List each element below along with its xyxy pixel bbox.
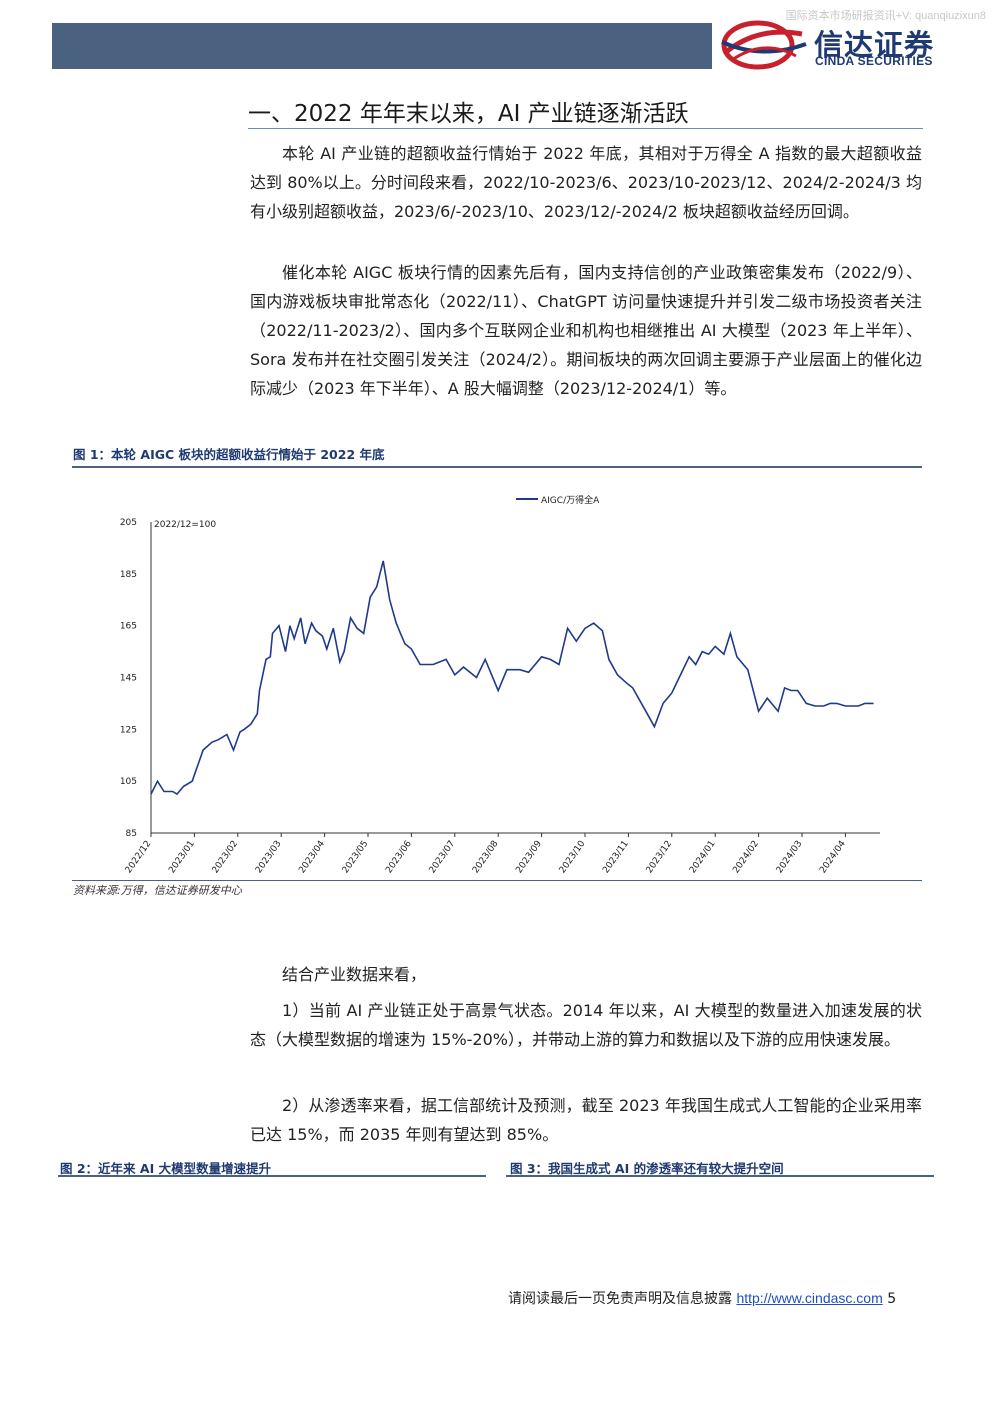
figure1-top-rule [72, 466, 922, 468]
x-tick-label: 2024/04 [818, 839, 848, 876]
logo-name-cn: 信达证券 [814, 28, 935, 62]
paragraph-3: 结合产业数据来看， [282, 965, 427, 984]
footer-disclaimer: 请阅读最后一页免责声明及信息披露 [508, 1291, 732, 1307]
page-number: 5 [887, 1291, 897, 1307]
y-tick-label: 185 [120, 570, 137, 580]
y-tick-label: 105 [120, 777, 137, 787]
y-tick-label: 205 [120, 518, 137, 528]
cinda-logo: 信达证券 CINDA SECURITIES [718, 20, 963, 70]
y-tick-label: 125 [120, 725, 137, 735]
paragraph-5: 2）从渗透率来看，据工信部统计及预测，截至 2023 年我国生成式人工智能的企业… [250, 1096, 922, 1144]
figure1-bottom-rule [72, 880, 922, 881]
x-tick-label: 2024/03 [775, 839, 805, 875]
x-tick-label: 2023/12 [645, 839, 675, 875]
watermark-text: 国际资本市场研报资讯+V: quanqiuzixun8 [785, 10, 986, 22]
x-tick-label: 2023/05 [341, 839, 371, 875]
x-tick-label: 2023/04 [297, 839, 327, 876]
x-tick-label: 2022/12 [124, 839, 154, 875]
x-tick-label: 2024/01 [688, 839, 718, 875]
series-line-aigc [150, 560, 874, 796]
x-tick-label: 2023/09 [514, 839, 544, 876]
cinda-logo-icon [721, 20, 807, 70]
legend-label: AIGC/万得全A [541, 494, 600, 506]
x-tick-label: 2023/07 [428, 839, 458, 875]
y-tick-labels: 205 185 165 145 125 105 85 [120, 518, 137, 839]
x-tick-label: 2023/10 [558, 839, 588, 876]
header-band [52, 23, 712, 69]
paragraph-4: 1）当前 AI 产业链正处于高景气状态。2014 年以来，AI 大模型的数量进入… [250, 1001, 922, 1049]
figure3-rule [506, 1175, 934, 1177]
figure1-source: 资料来源:万得，信达证券研发中心 [73, 884, 242, 897]
x-tick-labels: 2022/12 2023/01 2023/02 2023/03 2023/04 2023/… [124, 833, 848, 875]
legend: AIGC/万得全A [516, 494, 600, 506]
x-tick-label: 2023/08 [471, 839, 501, 876]
logo-name-en: CINDA SECURITIES [815, 54, 933, 68]
y-tick-label: 145 [120, 674, 137, 684]
section-title: 一、2022 年年末以来，AI 产业链逐渐活跃 [248, 101, 689, 127]
x-tick-label: 2023/06 [384, 839, 414, 876]
figure2-title: 图 2：近年来 AI 大模型数量增速提升 [60, 1161, 272, 1176]
x-tick-label: 2023/11 [601, 839, 631, 875]
footer-link[interactable]: http://www.cindasc.com [736, 1290, 883, 1306]
excess-return-chart: AIGC/万得全A 2022/12=100 205 185 165 145 125 105… [120, 494, 880, 875]
x-tick-label: 2023/03 [254, 839, 284, 875]
y-tick-label: 165 [120, 622, 137, 632]
section-divider [248, 128, 923, 129]
footer: 请阅读最后一页免责声明及信息披露 http://www.cindasc.com … [508, 1288, 896, 1308]
figure3-title: 图 3：我国生成式 AI 的渗透率还有较大提升空间 [510, 1161, 784, 1176]
x-tick-label: 2023/01 [167, 839, 197, 875]
figure1-title: 图 1：本轮 AIGC 板块的超额收益行情始于 2022 年底 [73, 447, 385, 462]
x-tick-label: 2024/02 [731, 839, 761, 875]
figure2-rule [58, 1175, 486, 1177]
paragraph-1: 本轮 AI 产业链的超额收益行情始于 2022 年底，其相对于万得全 A 指数的… [250, 144, 922, 221]
paragraph-2: 催化本轮 AIGC 板块行情的因素先后有，国内支持信创的产业政策密集发布（202… [250, 263, 922, 398]
x-tick-label: 2023/02 [211, 839, 241, 875]
y-tick-label: 85 [126, 829, 137, 839]
chart-annotation: 2022/12=100 [154, 520, 216, 530]
